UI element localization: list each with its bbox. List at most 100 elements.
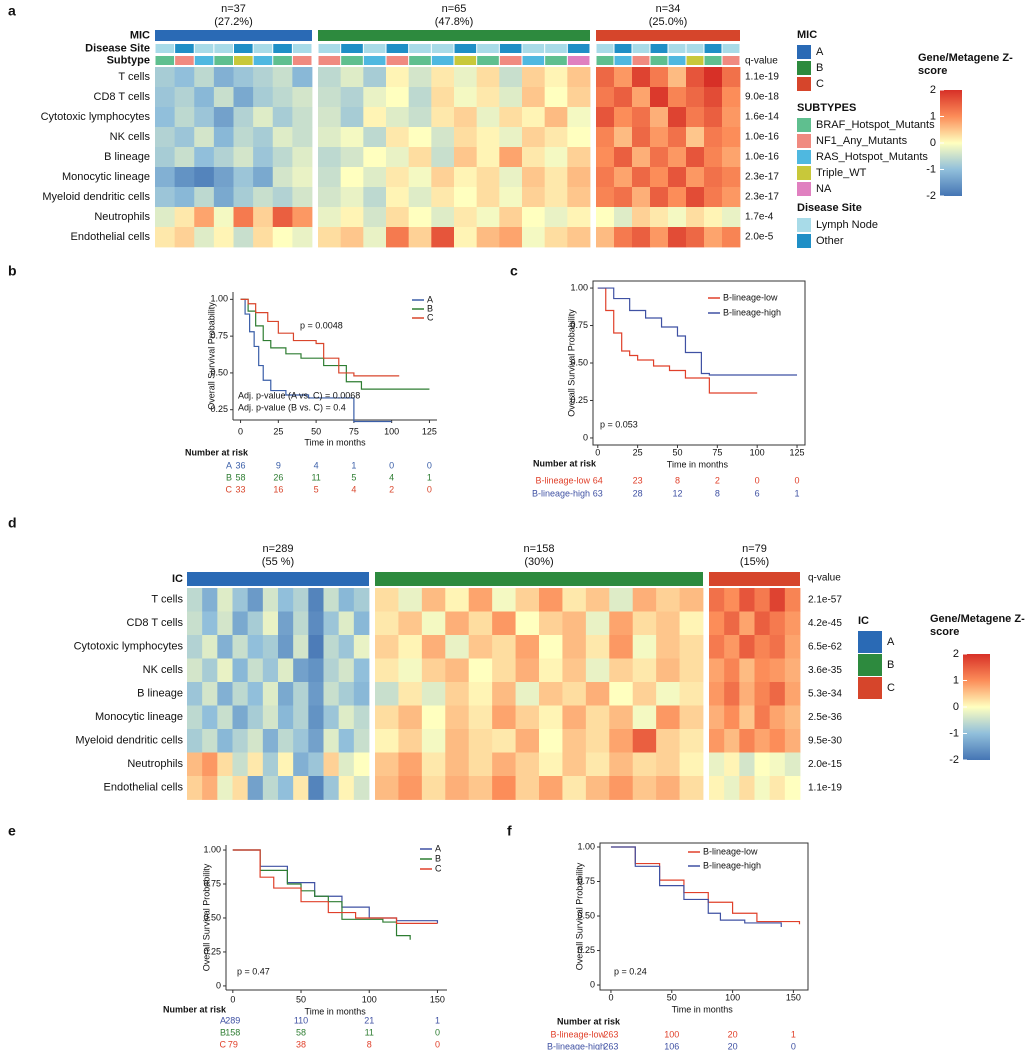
heatmap-cell xyxy=(213,167,234,188)
x-tick-label: 150 xyxy=(786,992,801,1002)
heatmap-cell xyxy=(421,776,446,800)
heatmap-cell xyxy=(539,752,563,777)
heatmap-cell xyxy=(704,87,723,108)
heatmap-cell xyxy=(679,752,704,777)
row-label: Endothelial cells xyxy=(104,782,184,794)
heatmap-cell xyxy=(408,167,432,188)
heatmap-cell xyxy=(353,729,370,753)
heatmap-cell xyxy=(253,107,274,128)
heatmap-cell xyxy=(363,207,387,228)
heatmap-cell xyxy=(375,729,399,753)
legend-label: Lymph Node xyxy=(816,219,878,231)
annotation-cell xyxy=(545,44,567,53)
heatmap-cell xyxy=(614,87,633,108)
heatmap-cell xyxy=(217,776,233,800)
heatmap-cell xyxy=(293,776,309,800)
heatmap-cell xyxy=(596,167,615,188)
heatmap-cell xyxy=(187,658,203,683)
heatmap-cell xyxy=(656,682,680,706)
heatmap-cell xyxy=(408,87,432,108)
heatmap-cell xyxy=(318,147,342,168)
risk-count: 158 xyxy=(225,1027,240,1037)
heatmap-cell xyxy=(668,67,687,88)
heatmap-cell xyxy=(724,752,740,777)
heatmap-cell xyxy=(194,167,215,188)
heatmap-cell xyxy=(668,187,687,208)
risk-count: 0 xyxy=(755,475,760,485)
heatmap-cell xyxy=(292,207,313,228)
annotation-cell xyxy=(253,44,273,53)
heatmap-cell xyxy=(656,611,680,636)
heatmap-cell xyxy=(632,729,657,753)
heatmap-cell xyxy=(686,207,705,228)
heatmap-cell xyxy=(769,588,786,612)
risk-count: 4 xyxy=(314,460,319,470)
heatmap-cell xyxy=(408,127,432,148)
row-label: B lineage xyxy=(137,688,183,700)
heatmap-cell xyxy=(421,705,446,730)
heatmap-cell xyxy=(174,127,195,148)
legend-swatch xyxy=(797,234,811,248)
row-label: Monocytic lineage xyxy=(95,711,183,723)
heatmap-cell xyxy=(562,729,587,753)
heatmap-cell xyxy=(233,147,254,168)
heatmap-cell xyxy=(567,207,591,228)
heatmap-cell xyxy=(722,167,741,188)
heatmap-cell xyxy=(386,127,410,148)
risk-count: 5 xyxy=(351,472,356,482)
heatmap-cell xyxy=(468,729,493,753)
q-value: 9.0e-18 xyxy=(745,92,779,103)
heatmap-cell xyxy=(709,729,725,753)
heatmap-cell xyxy=(323,705,340,730)
heatmap-cell xyxy=(187,588,203,612)
annotation-cell xyxy=(704,44,722,53)
colorbar-title: Gene/Metagene Z-score xyxy=(918,52,1013,77)
heatmap-cell xyxy=(709,611,725,636)
heatmap-cell xyxy=(492,588,516,612)
heatmap-cell xyxy=(722,127,741,148)
colorbar-tick-label: 2 xyxy=(930,84,936,96)
risk-count: 11 xyxy=(311,472,320,482)
heatmap-cell xyxy=(323,635,340,659)
heatmap-cell xyxy=(308,752,324,777)
annotation-cell xyxy=(477,56,499,65)
survival-curve xyxy=(610,846,782,928)
heatmap-cell xyxy=(632,776,657,800)
heatmap-cell xyxy=(668,127,687,148)
risk-count: 38 xyxy=(296,1039,306,1049)
annotation-cell xyxy=(668,44,686,53)
heatmap-cell xyxy=(476,107,500,128)
heatmap-cell xyxy=(679,705,704,730)
annotation-cell xyxy=(175,56,194,65)
heatmap-cell xyxy=(202,752,218,777)
heatmap-cell xyxy=(522,147,546,168)
heatmap-cell xyxy=(650,227,669,248)
annotation-cell xyxy=(522,56,545,65)
heatmap-cell xyxy=(292,187,313,208)
heatmap-cell xyxy=(632,588,657,612)
heatmap-cell xyxy=(585,635,610,659)
legend-swatch xyxy=(797,182,811,196)
colorbar-title-box: Gene/Metagene Z-score xyxy=(930,613,1025,638)
heatmap-cell xyxy=(232,635,249,659)
heatmap-cell xyxy=(499,187,523,208)
track-label: IC xyxy=(172,573,183,585)
heatmap-cell xyxy=(232,658,249,683)
risk-count: 1 xyxy=(351,460,356,470)
heatmap-cell xyxy=(408,227,432,248)
colorbar-tick-label: -1 xyxy=(949,727,959,739)
group-percent: (30%) xyxy=(524,556,553,568)
x-tick-label: 50 xyxy=(311,426,321,436)
y-tick-label: 0.75 xyxy=(577,876,595,886)
heatmap-cell xyxy=(567,187,591,208)
heatmap-cell xyxy=(233,227,254,248)
risk-count: 58 xyxy=(236,472,246,482)
heatmap-cell xyxy=(323,588,340,612)
heatmap-cell xyxy=(499,87,523,108)
legend-swatch xyxy=(797,150,811,164)
heatmap-cell xyxy=(363,67,387,88)
heatmap-cell xyxy=(174,107,195,128)
heatmap-cell xyxy=(656,705,680,730)
heatmap-cell xyxy=(492,611,516,636)
heatmap-cell xyxy=(609,588,634,612)
